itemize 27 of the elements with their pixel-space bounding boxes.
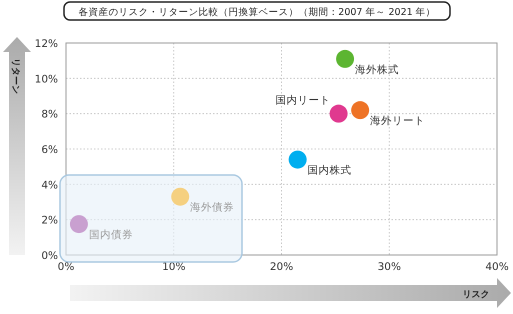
y-tick-label: 10% bbox=[34, 73, 58, 86]
y-tick-label: 8% bbox=[41, 108, 58, 121]
series-label: 国内株式 bbox=[308, 164, 352, 177]
y-tick-label: 4% bbox=[41, 179, 58, 192]
chart-title: 各資産のリスク・リターン比較（円換算ベース）（期間：2007 年～ 2021 年） bbox=[78, 6, 436, 18]
x-tick-label: 40% bbox=[485, 261, 509, 273]
y-tick-label: 2% bbox=[41, 214, 58, 227]
point bbox=[171, 188, 190, 206]
x-axis-title: リスク bbox=[462, 290, 490, 300]
series-label: 海外リート bbox=[370, 115, 426, 128]
point bbox=[70, 215, 88, 234]
series-label: 国内債券 bbox=[88, 228, 133, 242]
x-tick-label: 30% bbox=[378, 261, 401, 273]
series-label: 国内リート bbox=[276, 94, 331, 107]
point bbox=[336, 50, 354, 68]
point bbox=[351, 101, 370, 120]
x-tick-label: 0% bbox=[58, 261, 74, 273]
point bbox=[330, 104, 348, 123]
x-tick-label: 10% bbox=[162, 261, 186, 273]
series-label: 海外債券 bbox=[190, 200, 234, 214]
point bbox=[288, 150, 307, 169]
series-label: 海外株式 bbox=[355, 62, 400, 76]
y-tick-label: 6% bbox=[41, 144, 58, 156]
y-axis-title: リターン bbox=[10, 58, 21, 94]
y-tick-label: 0% bbox=[41, 250, 58, 262]
y-tick-label: 12% bbox=[34, 38, 58, 50]
x-tick-label: 20% bbox=[270, 261, 294, 273]
